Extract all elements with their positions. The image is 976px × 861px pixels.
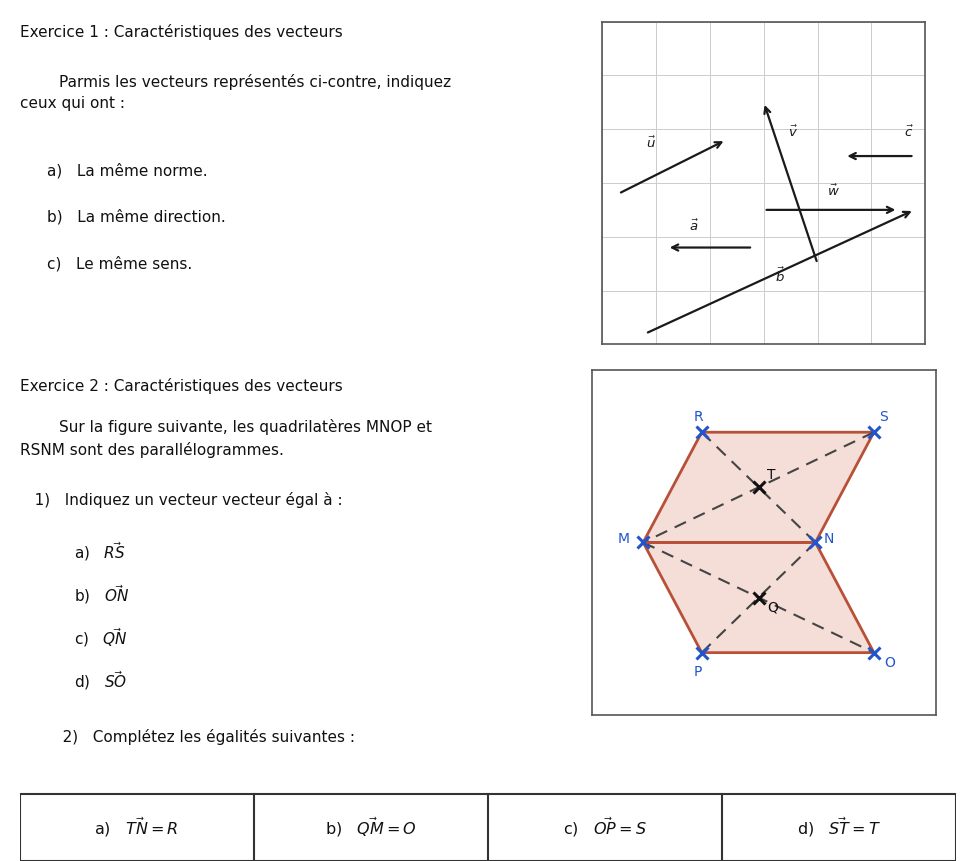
Text: b)   $\vec{QM} = O$: b) $\vec{QM} = O$ xyxy=(325,816,417,839)
Text: N: N xyxy=(824,532,834,546)
Text: a)   La même norme.: a) La même norme. xyxy=(47,163,208,178)
Text: Parmis les vecteurs représentés ci-contre, indiquez
ceux qui ont :: Parmis les vecteurs représentés ci-contr… xyxy=(20,73,451,111)
Text: Sur la figure suivante, les quadrilatères MNOP et
RSNM sont des parallélogrammes: Sur la figure suivante, les quadrilatère… xyxy=(20,419,431,458)
Text: c)   $\vec{OP} = S$: c) $\vec{OP} = S$ xyxy=(563,816,647,839)
Text: M: M xyxy=(618,532,630,546)
Text: b)   $\vec{ON}$: b) $\vec{ON}$ xyxy=(74,583,130,606)
Text: a)   $\vec{TN} = R$: a) $\vec{TN} = R$ xyxy=(95,816,179,839)
Text: $\vec{w}$: $\vec{w}$ xyxy=(828,183,840,199)
Text: Q: Q xyxy=(767,601,778,615)
Text: c)   $\vec{QN}$: c) $\vec{QN}$ xyxy=(74,626,128,649)
Text: Exercice 1 : Caractéristiques des vecteurs: Exercice 1 : Caractéristiques des vecteu… xyxy=(20,24,343,40)
Text: c)   Le même sens.: c) Le même sens. xyxy=(47,256,192,271)
Text: $\vec{u}$: $\vec{u}$ xyxy=(646,135,656,151)
Text: d)   $\vec{SO}$: d) $\vec{SO}$ xyxy=(74,669,128,692)
Text: b)   La même direction.: b) La même direction. xyxy=(47,209,225,225)
Text: 1)   Indiquez un vecteur vecteur égal à :: 1) Indiquez un vecteur vecteur égal à : xyxy=(20,492,343,508)
Text: S: S xyxy=(879,410,888,424)
Text: $\vec{c}$: $\vec{c}$ xyxy=(904,125,914,139)
Text: R: R xyxy=(694,410,703,424)
Text: T: T xyxy=(767,468,776,482)
Text: $\vec{a}$: $\vec{a}$ xyxy=(689,219,699,234)
Text: O: O xyxy=(884,656,895,670)
FancyBboxPatch shape xyxy=(20,794,956,861)
Text: $\vec{v}$: $\vec{v}$ xyxy=(789,125,798,139)
Text: P: P xyxy=(694,665,703,678)
Text: a)   $\vec{RS}$: a) $\vec{RS}$ xyxy=(74,540,126,563)
Text: $\vec{b}$: $\vec{b}$ xyxy=(775,267,785,285)
Text: Exercice 2 : Caractéristiques des vecteurs: Exercice 2 : Caractéristiques des vecteu… xyxy=(20,378,343,394)
Text: 2)   Complétez les égalités suivantes :: 2) Complétez les égalités suivantes : xyxy=(48,729,354,745)
Polygon shape xyxy=(643,432,874,542)
Text: d)   $\vec{ST} = T$: d) $\vec{ST} = T$ xyxy=(797,816,881,839)
Polygon shape xyxy=(643,542,874,653)
